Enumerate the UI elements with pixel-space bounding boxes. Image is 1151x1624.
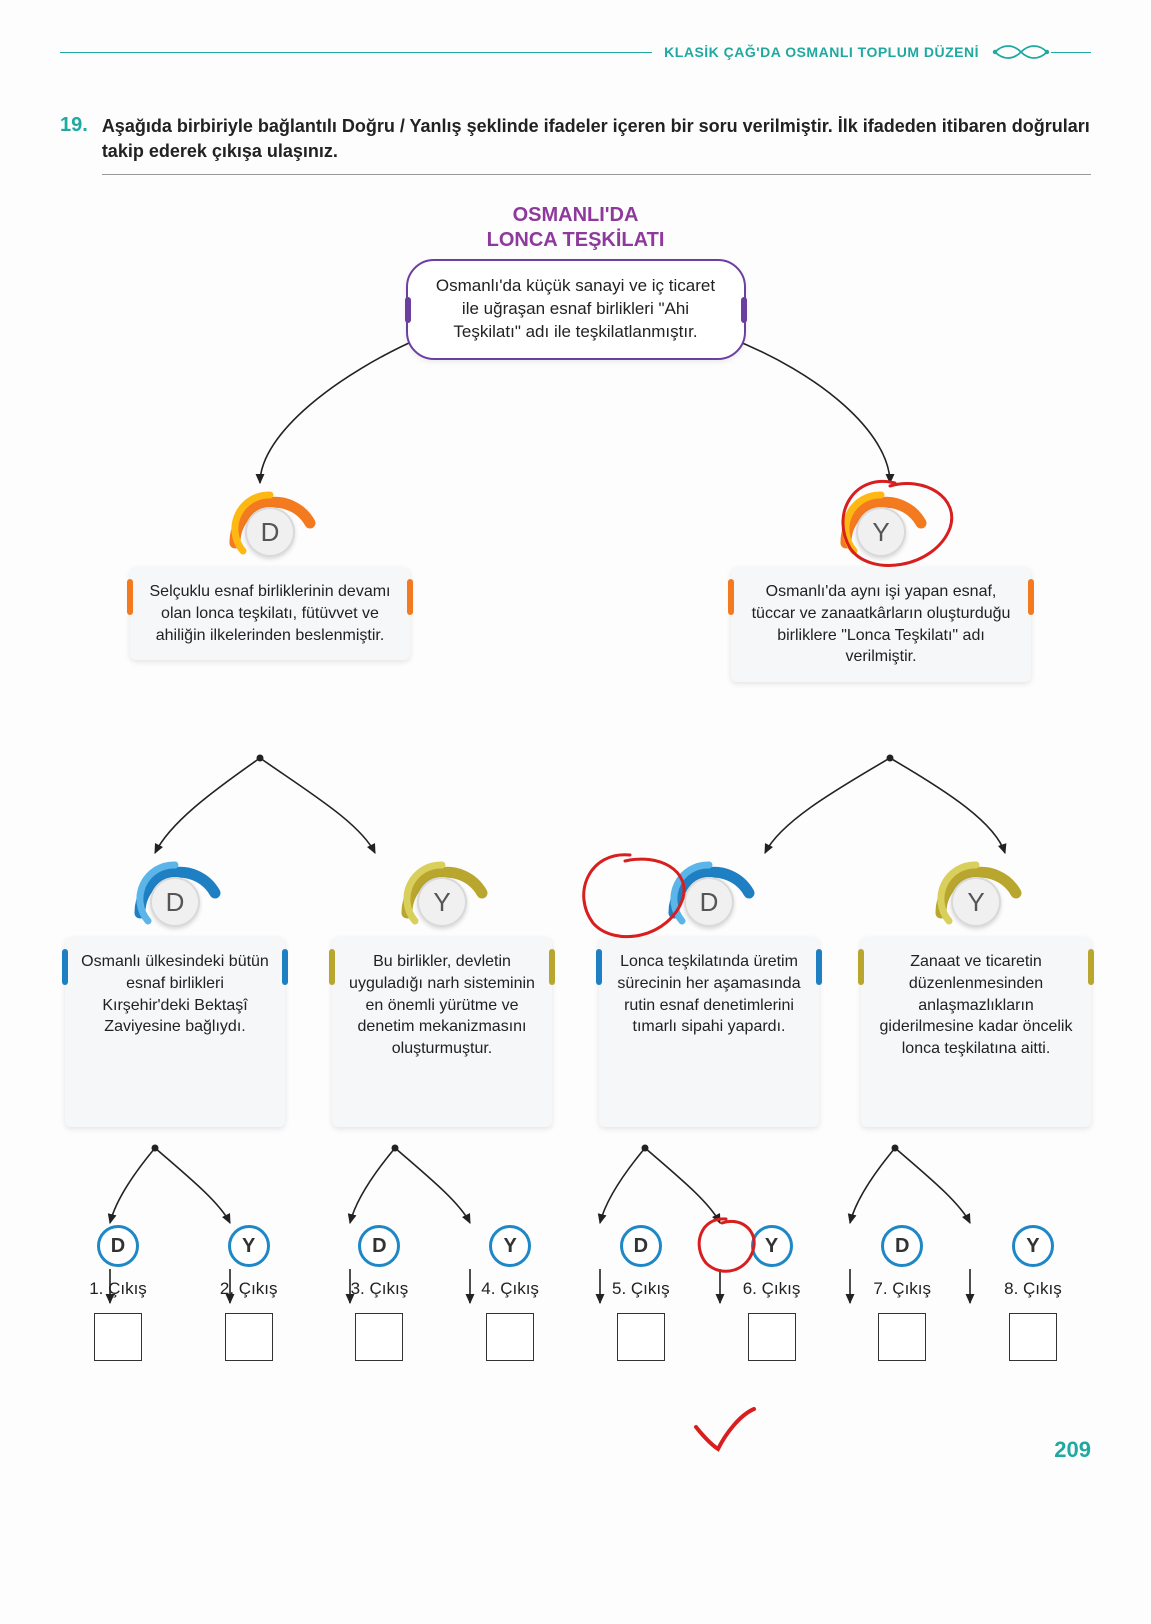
mini-dy-7: D: [881, 1225, 923, 1267]
flowchart: OSMANLI'DA LONCA TEŞKİLATI Osmanlı'da kü…: [60, 203, 1091, 1443]
question-text: Aşağıda birbiriyle bağlantılı Doğru / Ya…: [102, 114, 1091, 175]
badge-n1: Y: [387, 843, 497, 931]
exit-box-8[interactable]: [1009, 1313, 1057, 1361]
exit-col-8: Y 8. Çıkış: [983, 1225, 1083, 1361]
badge-n0-letter: D: [150, 877, 200, 927]
mini-dy-4: Y: [489, 1225, 531, 1267]
mini-dy-1: D: [97, 1225, 139, 1267]
level2-n0-column: D Osmanlı ülkesindeki bütün esnaf birlik…: [60, 843, 290, 1127]
page-number: 209: [1054, 1437, 1091, 1463]
question-number: 19.: [60, 114, 88, 137]
mini-dy-8: Y: [1012, 1225, 1054, 1267]
badge-n3-letter: Y: [951, 877, 1001, 927]
level1-d-column: D Selçuklu esnaf birliklerinin devamı ol…: [120, 473, 420, 681]
exit-label-6: 6. Çıkış: [743, 1279, 801, 1299]
exit-box-3[interactable]: [355, 1313, 403, 1361]
exit-col-4: Y 4. Çıkış: [460, 1225, 560, 1361]
exit-box-7[interactable]: [878, 1313, 926, 1361]
level2-n0-card: Osmanlı ülkesindeki bütün esnaf birlikle…: [65, 937, 285, 1127]
exit-col-3: D 3. Çıkış: [329, 1225, 429, 1361]
badge-y-letter: Y: [856, 507, 906, 557]
badge-n0: D: [120, 843, 230, 931]
header-ornament-icon: [991, 40, 1051, 64]
diagram-title-line2: LONCA TEŞKİLATI: [487, 229, 665, 251]
exit-col-7: D 7. Çıkış: [852, 1225, 952, 1361]
badge-y-level1: Y: [826, 473, 936, 561]
level2-n3-column: Y Zanaat ve ticaretin düzenlenmesinden a…: [861, 843, 1091, 1127]
level2-n2-card: Lonca teşkilatında üretim sürecinin her …: [599, 937, 819, 1127]
diagram-title-line1: OSMANLI'DA: [513, 204, 639, 226]
mini-dy-5: D: [620, 1225, 662, 1267]
exit-label-2: 2. Çıkış: [220, 1279, 278, 1299]
mini-dy-2: Y: [228, 1225, 270, 1267]
exit-box-6[interactable]: [748, 1313, 796, 1361]
badge-d-level1: D: [215, 473, 325, 561]
badge-d-letter: D: [245, 507, 295, 557]
header-rule-right: [1051, 52, 1091, 53]
exit-box-5[interactable]: [617, 1313, 665, 1361]
badge-n2: D: [654, 843, 764, 931]
mini-dy-3: D: [358, 1225, 400, 1267]
level2-n1-column: Y Bu birlikler, devletin uyguladığı narh…: [327, 843, 557, 1127]
diagram-title: OSMANLI'DA LONCA TEŞKİLATI: [60, 203, 1091, 253]
level2-n3-card: Zanaat ve ticaretin düzenlenmesinden anl…: [861, 937, 1091, 1127]
level1-y-column: Y Osmanlı'da aynı işi yapan esnaf, tücca…: [731, 473, 1031, 681]
exit-col-5: D 5. Çıkış: [591, 1225, 691, 1361]
exit-label-7: 7. Çıkış: [873, 1279, 931, 1299]
mini-dy-6: Y: [751, 1225, 793, 1267]
exit-label-5: 5. Çıkış: [612, 1279, 670, 1299]
level1-y-card: Osmanlı'da aynı işi yapan esnaf, tüccar …: [731, 567, 1031, 681]
annotation-checkmark-icon: [690, 1403, 760, 1458]
badge-n3: Y: [921, 843, 1031, 931]
exit-col-1: D 1. Çıkış: [68, 1225, 168, 1361]
page-header: KLASİK ÇAĞ'DA OSMANLI TOPLUM DÜZENİ: [60, 40, 1091, 64]
level1-d-card: Selçuklu esnaf birliklerinin devamı olan…: [130, 567, 410, 660]
header-title: KLASİK ÇAĞ'DA OSMANLI TOPLUM DÜZENİ: [652, 44, 991, 60]
root-statement: Osmanlı'da küçük sanayi ve iç ticaret il…: [406, 259, 746, 360]
exit-label-8: 8. Çıkış: [1004, 1279, 1062, 1299]
header-rule-left: [60, 52, 652, 53]
exit-label-1: 1. Çıkış: [89, 1279, 147, 1299]
exit-box-2[interactable]: [225, 1313, 273, 1361]
exit-box-1[interactable]: [94, 1313, 142, 1361]
level2-n1-card: Bu birlikler, devletin uyguladığı narh s…: [332, 937, 552, 1127]
question-block: 19. Aşağıda birbiriyle bağlantılı Doğru …: [60, 114, 1091, 175]
badge-n2-letter: D: [684, 877, 734, 927]
exit-label-3: 3. Çıkış: [351, 1279, 409, 1299]
level2-n2-column: D Lonca teşkilatında üretim sürecinin he…: [594, 843, 824, 1127]
badge-n1-letter: Y: [417, 877, 467, 927]
exit-col-2: Y 2. Çıkış: [199, 1225, 299, 1361]
exit-box-4[interactable]: [486, 1313, 534, 1361]
exit-label-4: 4. Çıkış: [481, 1279, 539, 1299]
exit-col-6: Y 6. Çıkış: [722, 1225, 822, 1361]
